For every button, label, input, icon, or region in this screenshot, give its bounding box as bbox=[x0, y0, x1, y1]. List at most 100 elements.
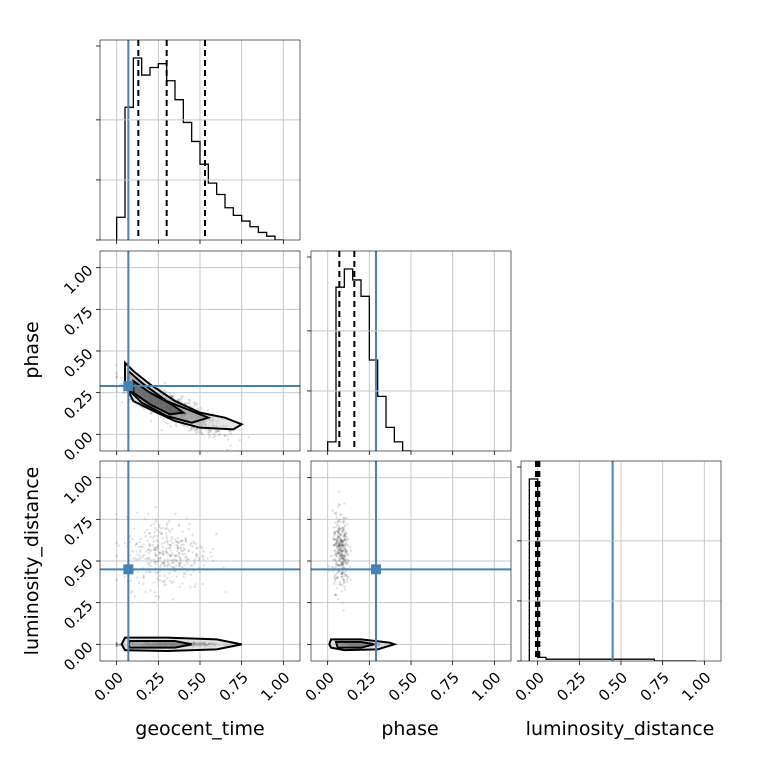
sample-point bbox=[175, 554, 178, 557]
sample-point bbox=[342, 561, 346, 565]
sample-point bbox=[175, 559, 178, 563]
sample-point bbox=[335, 576, 338, 579]
sample-point bbox=[174, 538, 177, 541]
sample-point bbox=[226, 448, 229, 451]
sample-point bbox=[131, 590, 134, 593]
sample-point bbox=[201, 554, 205, 557]
sample-point bbox=[144, 591, 147, 594]
sample-point bbox=[166, 558, 170, 561]
sample-point bbox=[343, 543, 346, 546]
sample-point bbox=[347, 559, 350, 562]
sample-point bbox=[153, 548, 157, 552]
sample-point bbox=[217, 429, 221, 432]
sample-point bbox=[181, 582, 184, 585]
sample-point bbox=[198, 566, 201, 569]
ylabel-luminosity-distance: luminosity_distance bbox=[21, 467, 43, 656]
sample-point bbox=[196, 553, 199, 557]
sample-point bbox=[334, 513, 337, 516]
histogram-phase bbox=[327, 268, 411, 451]
sample-point bbox=[170, 527, 174, 531]
sample-point bbox=[339, 557, 343, 560]
sample-point bbox=[166, 564, 169, 567]
sample-point bbox=[191, 551, 194, 554]
sample-point bbox=[162, 584, 166, 587]
sample-point bbox=[349, 549, 353, 552]
sample-point bbox=[115, 554, 118, 558]
sample-point bbox=[209, 429, 213, 432]
sample-point bbox=[186, 557, 190, 561]
sample-point bbox=[169, 425, 172, 428]
sample-point bbox=[181, 550, 184, 553]
sample-point bbox=[334, 553, 338, 556]
sample-point bbox=[334, 575, 338, 578]
sample-point bbox=[223, 434, 226, 438]
sample-point bbox=[341, 520, 345, 523]
ylabel-phase: phase bbox=[21, 321, 43, 378]
sample-point bbox=[342, 557, 345, 560]
sample-point bbox=[340, 553, 343, 556]
sample-point bbox=[334, 554, 338, 558]
sample-point bbox=[145, 570, 149, 574]
sample-point bbox=[179, 547, 183, 550]
sample-point bbox=[336, 576, 339, 580]
sample-point bbox=[343, 572, 346, 575]
sample-point bbox=[339, 554, 342, 557]
sample-point bbox=[166, 552, 170, 555]
sample-point bbox=[144, 550, 148, 553]
sample-point bbox=[156, 540, 159, 543]
sample-point bbox=[333, 549, 337, 552]
sample-point bbox=[146, 557, 149, 560]
sample-point bbox=[134, 543, 137, 547]
sample-point bbox=[141, 545, 144, 549]
sample-point bbox=[339, 538, 343, 541]
sample-point bbox=[196, 407, 200, 410]
sample-point bbox=[174, 540, 178, 543]
sample-point bbox=[147, 557, 150, 560]
sample-point bbox=[207, 430, 210, 433]
sample-point bbox=[335, 551, 338, 554]
sample-point bbox=[339, 556, 342, 560]
sample-point bbox=[139, 537, 142, 541]
sample-point bbox=[341, 529, 344, 533]
sample-point bbox=[147, 548, 150, 552]
sample-point bbox=[341, 552, 344, 555]
sample-point bbox=[148, 544, 152, 547]
sample-point bbox=[340, 546, 344, 550]
sample-point bbox=[115, 643, 118, 647]
sample-point bbox=[207, 428, 211, 431]
sample-point bbox=[185, 425, 189, 429]
sample-point bbox=[198, 570, 201, 574]
sample-point bbox=[214, 431, 217, 434]
sample-point bbox=[340, 573, 343, 576]
sample-point bbox=[339, 548, 342, 551]
sample-point bbox=[331, 565, 334, 568]
sample-point bbox=[343, 534, 347, 538]
sample-point bbox=[337, 526, 340, 529]
sample-point bbox=[166, 422, 169, 425]
sample-point bbox=[342, 578, 346, 582]
sample-point bbox=[147, 551, 151, 555]
sample-point bbox=[149, 589, 152, 592]
truth-marker bbox=[371, 564, 381, 575]
sample-point bbox=[222, 566, 225, 569]
sample-point bbox=[170, 395, 173, 398]
sample-point bbox=[187, 549, 191, 552]
sample-point bbox=[338, 583, 342, 586]
sample-point bbox=[343, 538, 346, 541]
sample-point bbox=[349, 546, 352, 549]
sample-point bbox=[115, 644, 119, 648]
sample-point bbox=[223, 434, 226, 437]
sample-point bbox=[342, 548, 346, 551]
sample-point bbox=[341, 529, 344, 533]
sample-point bbox=[207, 431, 210, 435]
sample-point bbox=[339, 544, 342, 547]
sample-point bbox=[158, 578, 161, 582]
sample-point bbox=[115, 641, 118, 644]
sample-point bbox=[339, 551, 342, 555]
sample-point bbox=[338, 529, 342, 532]
sample-point bbox=[332, 575, 336, 578]
sample-point bbox=[344, 550, 348, 553]
sample-point bbox=[153, 534, 156, 538]
density-contour bbox=[127, 368, 212, 424]
sample-point bbox=[158, 574, 162, 578]
